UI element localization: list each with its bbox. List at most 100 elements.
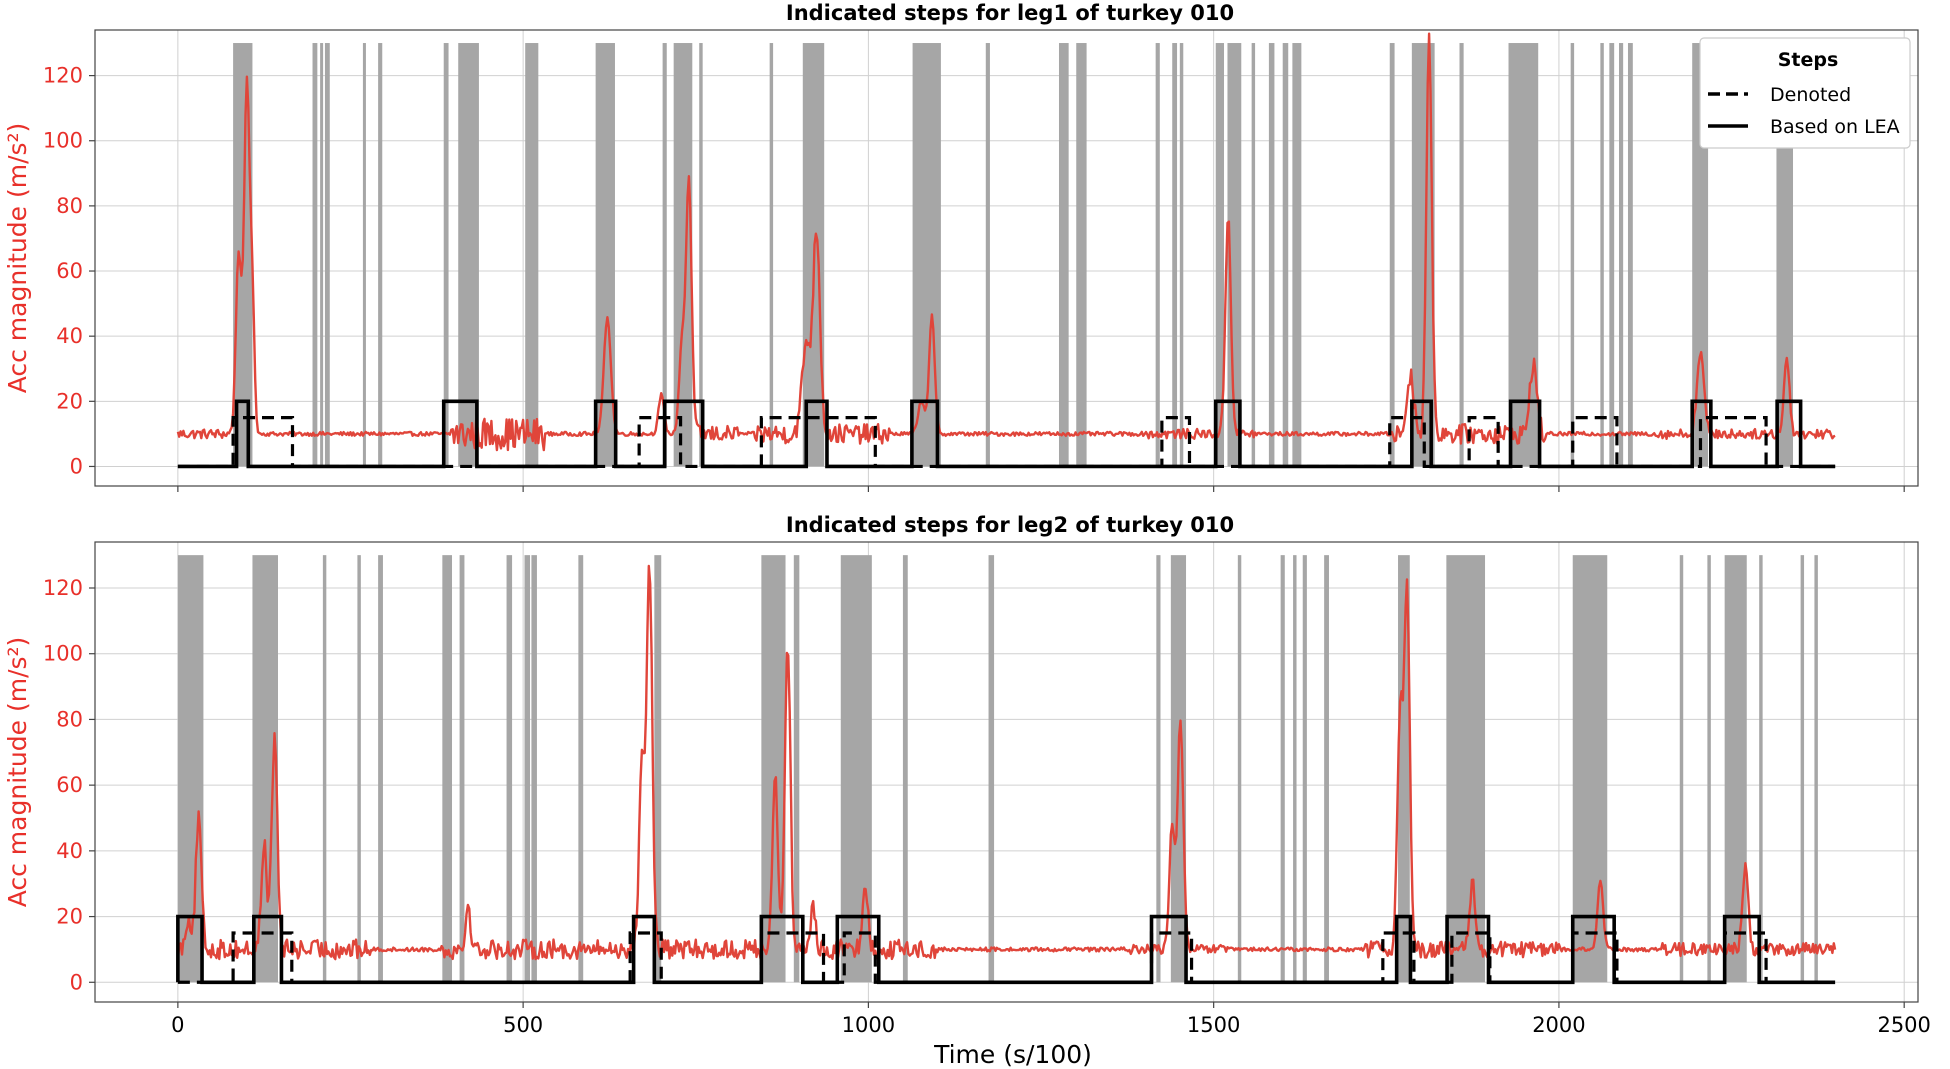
shaded-region — [378, 43, 383, 467]
shaded-region — [1572, 555, 1608, 983]
shaded-region — [1076, 43, 1087, 467]
y-tick-label: 120 — [43, 64, 83, 88]
legend-title: Steps — [1778, 49, 1839, 71]
shaded-region — [988, 555, 995, 983]
shaded-region — [985, 43, 990, 467]
x-ticks-leg2: 0 500 1000 1500 2000 2500 — [171, 1002, 1931, 1037]
shaded-region — [699, 43, 703, 467]
shaded-region — [442, 555, 453, 983]
y-tick-label: 100 — [43, 129, 83, 153]
y-axis-label-leg2: Acc magnitude (m/s²) — [3, 637, 32, 908]
shaded-region — [654, 555, 662, 983]
shaded-region — [1724, 555, 1747, 983]
lea-steps-series — [176, 914, 1836, 985]
shaded-region — [1292, 43, 1302, 467]
y-ticks-leg1: 0 20 40 60 80 100 120 — [43, 64, 95, 478]
shaded-region — [902, 555, 908, 983]
chart-title-leg1: Indicated steps for leg1 of turkey 010 — [786, 1, 1234, 25]
y-tick-label: 0 — [70, 970, 83, 994]
shaded-region — [177, 555, 204, 983]
plot-frame-leg1 — [94, 29, 1919, 487]
shaded-region — [1800, 555, 1805, 983]
plot-area-leg1 — [95, 30, 1918, 486]
shaded-region — [1172, 43, 1178, 467]
y-tick-label: 20 — [56, 389, 83, 413]
x-tick-label: 500 — [503, 1013, 543, 1037]
shaded-region — [673, 43, 693, 467]
shaded-region — [443, 43, 449, 467]
shaded-region — [840, 555, 872, 983]
legend-denoted-label: Denoted — [1770, 84, 1851, 106]
shaded-region — [459, 555, 465, 983]
shaded-region — [1627, 43, 1633, 467]
shaded-region — [1058, 43, 1069, 467]
y-tick-label: 40 — [56, 324, 83, 348]
shaded-region — [1619, 43, 1624, 467]
x-tick-label: 2000 — [1532, 1013, 1585, 1037]
shaded-region — [322, 555, 327, 983]
x-axis-label: Time (s/100) — [933, 1040, 1092, 1069]
y-tick-label: 100 — [43, 642, 83, 666]
shaded-region — [1302, 555, 1307, 983]
plot-frame-leg2 — [94, 541, 1919, 1003]
y-tick-label: 120 — [43, 576, 83, 600]
panel-leg2: Indicated steps for leg2 of turkey 010 0… — [3, 513, 1931, 1069]
shaded-region — [524, 555, 531, 983]
shaded-region — [531, 555, 537, 983]
acc-magnitude-series — [176, 564, 1837, 961]
shaded-region — [1411, 43, 1435, 467]
shaded-region — [1251, 43, 1256, 467]
shaded-region — [578, 555, 584, 983]
steps-leg2 — [176, 914, 1836, 985]
shaded-region — [1389, 43, 1395, 467]
shaded-region — [1570, 43, 1575, 467]
steps-leg1 — [177, 399, 1836, 469]
shaded-region — [1707, 555, 1711, 983]
shaded-region — [1227, 43, 1242, 467]
shaded-region — [1293, 555, 1297, 983]
shaded-region — [1282, 43, 1289, 467]
shaded-region — [312, 43, 318, 467]
y-tick-label: 80 — [56, 194, 83, 218]
x-tick-label: 1000 — [842, 1013, 895, 1037]
shaded-region — [506, 555, 513, 983]
shaded-region — [662, 43, 667, 467]
shaded-region — [1692, 43, 1709, 467]
shaded-region — [1446, 555, 1486, 983]
denoted-steps-series — [177, 931, 1836, 984]
signal-leg1 — [176, 32, 1836, 452]
shaded-region — [1179, 43, 1184, 467]
shaded-region — [1398, 555, 1410, 983]
shaded-region — [1459, 43, 1464, 467]
shaded-region — [1679, 555, 1684, 983]
shaded-region — [1156, 555, 1161, 983]
panel-leg1: Indicated steps for leg1 of turkey 010 0… — [3, 1, 1919, 492]
y-tick-label: 60 — [56, 773, 83, 797]
shaded-region — [1268, 43, 1275, 467]
legend-lea-label: Based on LEA — [1770, 116, 1900, 138]
shaded-region — [357, 555, 361, 983]
shaded-region — [1814, 555, 1818, 983]
acc-magnitude-series — [176, 32, 1836, 452]
shaded-region — [769, 43, 774, 467]
chart-title-leg2: Indicated steps for leg2 of turkey 010 — [786, 513, 1234, 537]
shaded-region — [1215, 43, 1225, 467]
legend-box — [1699, 37, 1911, 149]
shaded-region — [458, 43, 479, 467]
y-tick-label: 20 — [56, 905, 83, 929]
shaded-region — [1237, 555, 1242, 983]
x-ticks-leg1 — [177, 486, 1905, 492]
x-tick-label: 2500 — [1877, 1013, 1930, 1037]
signal-leg2 — [176, 564, 1837, 961]
shaded-region — [362, 43, 366, 467]
shaded-region — [1600, 43, 1604, 467]
shaded-region — [793, 555, 800, 983]
lea-steps-series — [177, 399, 1836, 469]
shaded-region — [320, 43, 324, 467]
shaded-region — [1776, 43, 1794, 467]
y-tick-label: 40 — [56, 839, 83, 863]
shaded-region — [378, 555, 383, 983]
shaded-region — [324, 43, 330, 467]
shaded-region — [1759, 555, 1763, 983]
